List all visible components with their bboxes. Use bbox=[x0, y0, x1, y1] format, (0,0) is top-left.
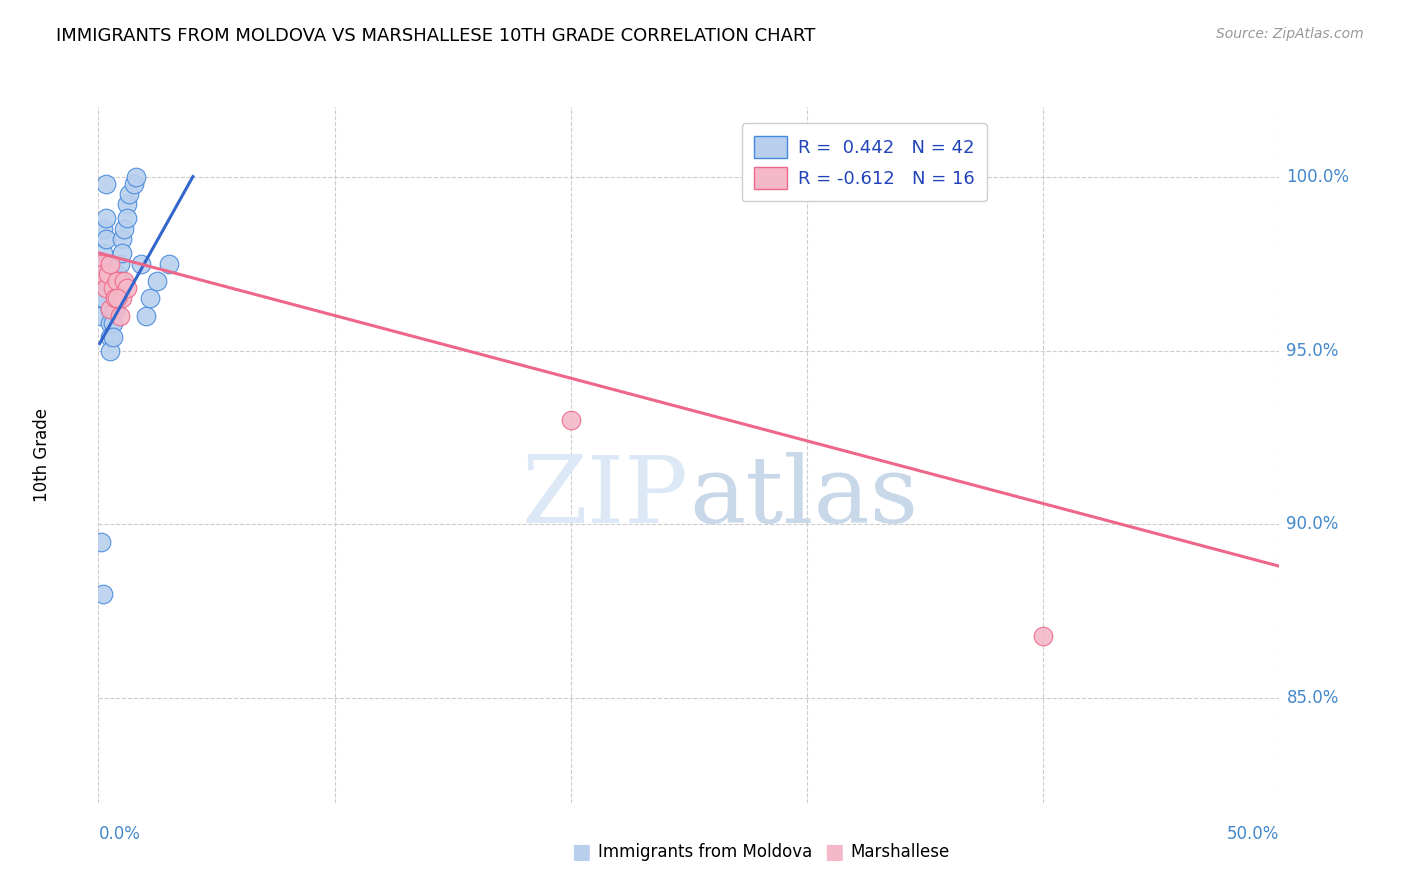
Point bbox=[104, 292, 127, 306]
Point bbox=[105, 281, 128, 295]
Legend: R =  0.442   N = 42, R = -0.612   N = 16: R = 0.442 N = 42, R = -0.612 N = 16 bbox=[741, 123, 987, 202]
Point bbox=[146, 274, 169, 288]
Point bbox=[105, 292, 128, 306]
Text: ■: ■ bbox=[824, 842, 844, 862]
Point bbox=[111, 292, 134, 306]
Text: Source: ZipAtlas.com: Source: ZipAtlas.com bbox=[1216, 27, 1364, 41]
Point bbox=[112, 222, 135, 236]
Point bbox=[101, 301, 124, 316]
Text: atlas: atlas bbox=[689, 451, 918, 541]
Point bbox=[91, 587, 114, 601]
Point bbox=[97, 267, 120, 281]
Point bbox=[108, 257, 131, 271]
Text: Marshallese: Marshallese bbox=[851, 843, 950, 861]
Point bbox=[115, 197, 138, 211]
Point bbox=[98, 343, 121, 358]
Point bbox=[91, 292, 114, 306]
Point bbox=[98, 301, 121, 316]
Point bbox=[125, 169, 148, 184]
Point bbox=[135, 309, 157, 323]
Point bbox=[105, 267, 128, 281]
Point bbox=[115, 211, 138, 226]
Point bbox=[94, 211, 117, 226]
Point bbox=[94, 257, 117, 271]
Point bbox=[90, 534, 112, 549]
Point bbox=[122, 177, 145, 191]
Point bbox=[90, 257, 112, 271]
Text: 0.0%: 0.0% bbox=[98, 825, 141, 843]
Point bbox=[115, 281, 138, 295]
Point bbox=[112, 274, 135, 288]
Text: Immigrants from Moldova: Immigrants from Moldova bbox=[598, 843, 811, 861]
Point bbox=[105, 274, 128, 288]
Point bbox=[101, 281, 124, 295]
Point bbox=[91, 267, 114, 281]
Point bbox=[94, 177, 117, 191]
Point bbox=[98, 301, 121, 316]
Text: 100.0%: 100.0% bbox=[1286, 168, 1350, 186]
Point bbox=[98, 257, 121, 271]
Point bbox=[90, 309, 112, 323]
Text: IMMIGRANTS FROM MOLDOVA VS MARSHALLESE 10TH GRADE CORRELATION CHART: IMMIGRANTS FROM MOLDOVA VS MARSHALLESE 1… bbox=[56, 27, 815, 45]
Point bbox=[97, 267, 120, 281]
Text: 50.0%: 50.0% bbox=[1227, 825, 1279, 843]
Point bbox=[91, 246, 114, 260]
Point bbox=[91, 267, 114, 281]
Point bbox=[111, 246, 134, 260]
Point bbox=[91, 222, 114, 236]
Point bbox=[98, 329, 121, 343]
Point bbox=[139, 292, 162, 306]
Point bbox=[104, 281, 127, 295]
Point bbox=[111, 232, 134, 246]
Point bbox=[560, 413, 582, 427]
Point bbox=[129, 257, 152, 271]
Point bbox=[104, 292, 127, 306]
Point bbox=[98, 316, 121, 330]
Point bbox=[157, 257, 180, 271]
Text: 90.0%: 90.0% bbox=[1286, 516, 1339, 533]
Point bbox=[1032, 629, 1054, 643]
Text: ZIP: ZIP bbox=[522, 451, 689, 541]
Point bbox=[118, 187, 141, 202]
Point bbox=[108, 309, 131, 323]
Point bbox=[101, 329, 124, 343]
Text: ■: ■ bbox=[571, 842, 591, 862]
Point bbox=[90, 281, 112, 295]
Point bbox=[97, 294, 120, 309]
Text: 95.0%: 95.0% bbox=[1286, 342, 1339, 359]
Point bbox=[94, 232, 117, 246]
Point bbox=[94, 281, 117, 295]
Point bbox=[101, 316, 124, 330]
Point bbox=[108, 274, 131, 288]
Text: 85.0%: 85.0% bbox=[1286, 690, 1339, 707]
Point bbox=[104, 301, 127, 316]
Point bbox=[97, 281, 120, 295]
Text: 10th Grade: 10th Grade bbox=[34, 408, 51, 502]
